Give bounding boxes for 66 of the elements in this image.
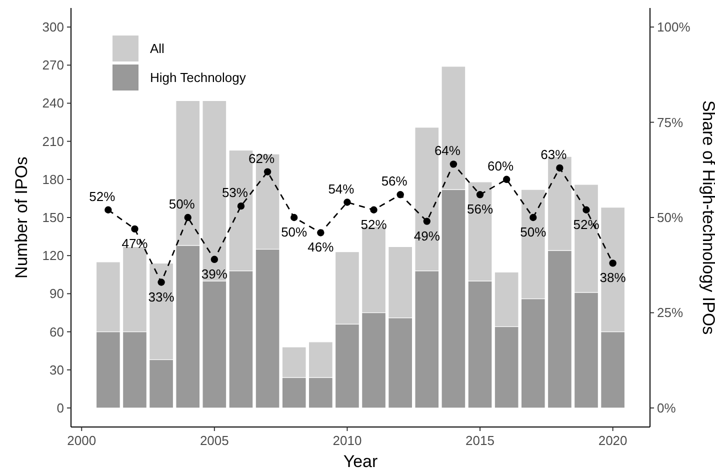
point: [344, 198, 351, 206]
data-label: 56%: [381, 174, 408, 189]
x-axis-title: Year: [343, 452, 378, 471]
legend-label: All: [150, 41, 165, 56]
y2-tick-label: 0%: [657, 400, 676, 416]
data-label: 39%: [201, 266, 228, 282]
data-label: 38%: [600, 270, 626, 286]
x-tick-label: 2010: [332, 433, 362, 448]
data-label: 56%: [467, 202, 494, 217]
point: [104, 206, 112, 214]
point: [184, 214, 192, 222]
legend-label: High Technology: [150, 70, 246, 85]
data-label: 33%: [148, 289, 175, 304]
data-label: 50%: [281, 224, 308, 240]
y-tick-label: 300: [42, 20, 64, 35]
point: [131, 225, 138, 233]
point: [556, 164, 564, 172]
data-label: 46%: [308, 240, 334, 255]
data-label: 50%: [168, 196, 196, 212]
y2-tick-label: 50%: [657, 210, 684, 225]
x-tick-label: 2020: [598, 433, 628, 448]
point: [158, 278, 165, 286]
y-tick-label: 150: [42, 210, 64, 225]
y2-axis-title: Share of High-technology IPOs: [699, 100, 715, 335]
y2-tick-label: 100%: [657, 20, 691, 35]
data-label: 52%: [360, 216, 388, 232]
y-tick-label: 60: [50, 324, 64, 340]
y-tick-label: 240: [42, 96, 64, 111]
point: [476, 191, 484, 198]
point: [502, 176, 510, 184]
x-tick-label: 2005: [200, 433, 229, 448]
point: [396, 191, 404, 198]
point: [370, 206, 378, 214]
point: [530, 214, 537, 222]
y-tick-label: 210: [42, 134, 64, 149]
data-label: 53%: [222, 185, 248, 200]
point: [237, 202, 245, 210]
y-tick-label: 90: [50, 286, 64, 302]
y2-tick-label: 75%: [657, 114, 684, 130]
point: [264, 168, 272, 176]
y2-tick-label: 25%: [657, 305, 684, 320]
data-label: 50%: [520, 224, 547, 240]
data-label: 54%: [328, 181, 355, 196]
data-label: 60%: [488, 158, 514, 174]
point: [210, 256, 218, 263]
point: [609, 260, 616, 267]
data-label: 64%: [434, 143, 461, 158]
y-tick-label: 30: [50, 362, 64, 378]
point: [423, 218, 430, 225]
x-tick-label: 2015: [466, 433, 494, 448]
point: [582, 206, 590, 214]
data-label: 62%: [248, 150, 275, 166]
data-label: 52%: [573, 216, 600, 232]
data-label: 49%: [414, 228, 440, 244]
point: [317, 229, 324, 236]
y-tick-label: 180: [42, 172, 64, 187]
y-tick-label: 0: [56, 400, 64, 416]
data-label: 47%: [122, 236, 148, 251]
data-label: 63%: [540, 146, 568, 162]
point: [290, 214, 298, 222]
point: [450, 160, 458, 168]
x-tick-label: 2000: [67, 433, 96, 448]
y-tick-label: 120: [42, 248, 64, 264]
y-axis-title: Number of IPOs: [12, 156, 31, 278]
data-label: 52%: [89, 188, 116, 204]
y-tick-label: 270: [42, 58, 64, 73]
